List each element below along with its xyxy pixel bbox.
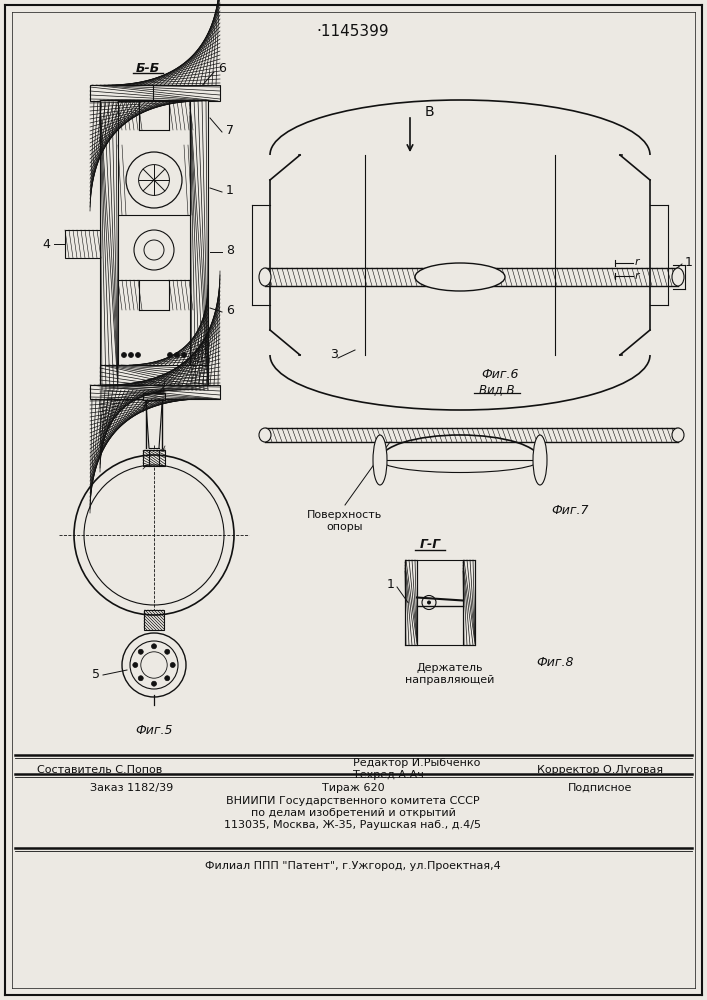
Text: Заказ 1182/39: Заказ 1182/39 — [90, 783, 173, 793]
Bar — [90, 385, 220, 399]
Text: r: r — [635, 257, 640, 267]
Circle shape — [182, 353, 187, 358]
Text: 8: 8 — [226, 243, 234, 256]
Circle shape — [151, 681, 156, 686]
Text: ·1145399: ·1145399 — [317, 24, 390, 39]
Ellipse shape — [259, 268, 271, 286]
Bar — [144, 610, 164, 630]
Ellipse shape — [373, 435, 387, 485]
Circle shape — [175, 353, 180, 358]
Text: Тираж 620: Тираж 620 — [322, 783, 385, 793]
Text: по делам изобретений и открытий: по делам изобретений и открытий — [250, 808, 455, 818]
Text: 7: 7 — [226, 123, 234, 136]
Text: В: В — [425, 105, 435, 119]
Text: Фиг.8: Фиг.8 — [536, 656, 574, 670]
Text: 6: 6 — [226, 304, 234, 316]
Circle shape — [122, 353, 127, 358]
Text: Подписное: Подписное — [568, 783, 632, 793]
Bar — [143, 393, 165, 400]
Text: Составитель С.Попов: Составитель С.Попов — [37, 765, 163, 775]
Text: Фиг.7: Фиг.7 — [551, 504, 589, 516]
Text: r: r — [635, 271, 640, 281]
Text: 6: 6 — [218, 62, 226, 75]
Circle shape — [133, 662, 138, 668]
Bar — [100, 365, 208, 390]
Circle shape — [165, 649, 170, 654]
Circle shape — [129, 353, 134, 358]
Bar — [405, 560, 417, 645]
Circle shape — [136, 353, 141, 358]
Ellipse shape — [259, 428, 271, 442]
Circle shape — [170, 662, 175, 668]
Circle shape — [139, 676, 144, 681]
Text: Г-Г: Г-Г — [419, 538, 440, 552]
Bar — [463, 560, 475, 645]
Circle shape — [151, 644, 156, 649]
Ellipse shape — [672, 428, 684, 442]
Bar — [143, 450, 165, 466]
Text: 1: 1 — [685, 255, 693, 268]
Text: ВНИИПИ Государственного комитета СССР: ВНИИПИ Государственного комитета СССР — [226, 796, 480, 806]
Text: Вид В: Вид В — [479, 383, 515, 396]
Bar — [100, 100, 118, 390]
Text: Поверхность
опоры: Поверхность опоры — [308, 510, 382, 532]
Bar — [190, 100, 208, 390]
Circle shape — [427, 600, 431, 604]
Text: Филиал ППП "Патент", г.Ужгород, ул.Проектная,4: Филиал ППП "Патент", г.Ужгород, ул.Проек… — [205, 861, 501, 871]
Ellipse shape — [415, 263, 505, 291]
Circle shape — [168, 353, 173, 358]
Text: 113035, Москва, Ж-35, Раушская наб., д.4/5: 113035, Москва, Ж-35, Раушская наб., д.4… — [225, 820, 481, 830]
Text: 1: 1 — [226, 184, 234, 196]
Text: 1: 1 — [387, 578, 395, 591]
Text: Редактор И.Рыбченко: Редактор И.Рыбченко — [353, 758, 480, 768]
Text: Фиг.5: Фиг.5 — [135, 724, 173, 736]
Text: Корректор О.Луговая: Корректор О.Луговая — [537, 765, 663, 775]
Text: 5: 5 — [92, 668, 100, 682]
Text: Техред А.Ач: Техред А.Ач — [353, 770, 424, 780]
Ellipse shape — [672, 268, 684, 286]
Circle shape — [165, 676, 170, 681]
Circle shape — [139, 649, 144, 654]
Text: 4: 4 — [42, 237, 50, 250]
Text: Б-Б: Б-Б — [136, 62, 160, 75]
Bar — [90, 85, 220, 101]
Text: 3: 3 — [330, 349, 338, 361]
Text: Фиг.6: Фиг.6 — [481, 368, 519, 381]
Ellipse shape — [533, 435, 547, 485]
Bar — [65, 230, 100, 258]
Text: Держатель
направляющей: Держатель направляющей — [405, 663, 495, 685]
